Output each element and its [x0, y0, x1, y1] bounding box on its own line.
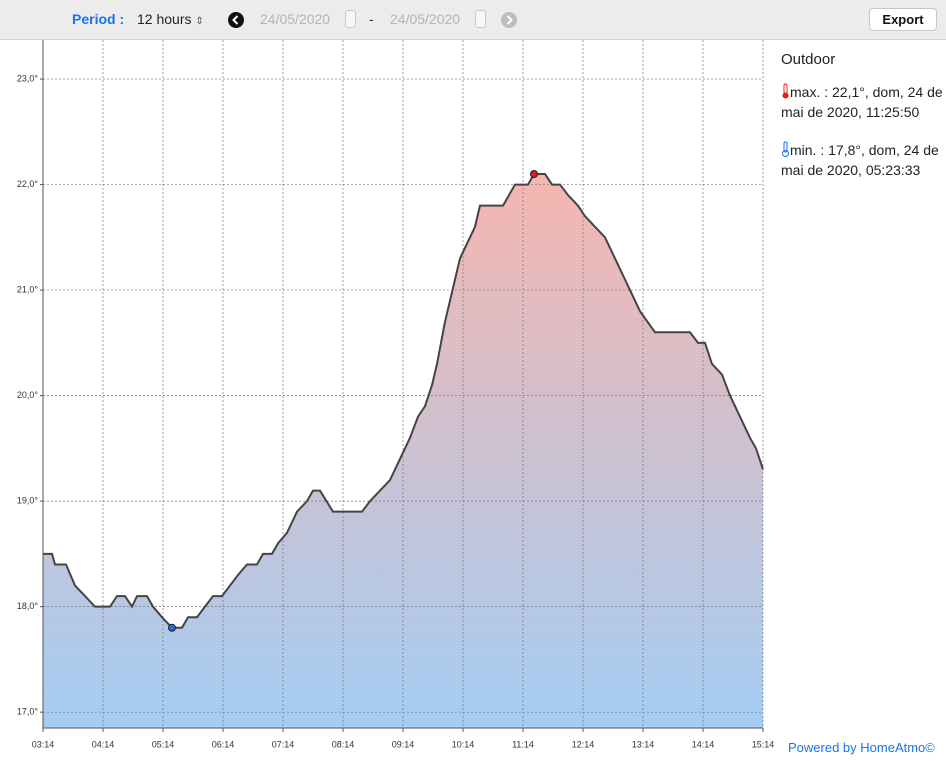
date-separator: -: [369, 11, 374, 27]
period-select[interactable]: 12 hours ⇕: [137, 11, 204, 27]
x-tick-label: 05:14: [152, 739, 175, 749]
y-tick-label: 17,0°: [17, 707, 39, 717]
y-tick-label: 23,0°: [17, 73, 39, 83]
x-tick-label: 06:14: [212, 739, 235, 749]
min-entry: min. : 17,8°, dom, 24 de mai de 2020, 05…: [781, 140, 943, 180]
x-tick-label: 11:14: [512, 739, 534, 749]
thermo-red: [782, 83, 789, 99]
x-tick-label: 09:14: [392, 739, 415, 749]
x-tick-label: 10:14: [452, 739, 475, 749]
min-text: min. : 17,8°, dom, 24 de mai de 2020, 05…: [781, 142, 939, 178]
period-value: 12 hours: [137, 11, 192, 27]
x-tick-label: 08:14: [332, 739, 355, 749]
y-tick-label: 22,0°: [17, 179, 39, 189]
date-spinner[interactable]: [345, 10, 356, 28]
date-from[interactable]: 24/05/2020: [260, 11, 331, 27]
x-tick-label: 14:14: [692, 739, 715, 749]
date-spinner[interactable]: [475, 10, 486, 28]
prev-button[interactable]: [228, 12, 244, 28]
chart: 17,0° 18,0° 19,0° 20,0° 21,0° 22,0° 23,0° 03:14…: [17, 40, 775, 749]
y-tick-label: 18,0°: [17, 601, 39, 611]
y-tick-label: 19,0°: [17, 496, 39, 506]
max-entry: max. : 22,1°, dom, 24 de mai de 2020, 11…: [781, 82, 943, 122]
next-button[interactable]: [501, 12, 517, 28]
x-tick-label: 15:14: [752, 739, 775, 749]
date-to[interactable]: 24/05/2020: [390, 11, 461, 27]
x-tick-label: 04:14: [92, 739, 115, 749]
y-tick-label: 20,0°: [17, 390, 39, 400]
legend-panel: Outdoor max. : 22,1°, dom, 24 de mai de …: [781, 50, 943, 198]
x-tick-label: 03:14: [32, 739, 55, 749]
line: [43, 173, 764, 629]
footer: Powered by HomeAtmo©: [788, 740, 935, 755]
x-tick-label: 12:14: [572, 739, 595, 749]
x-tick-label: 07:14: [272, 739, 295, 749]
min-point: [168, 623, 176, 632]
max-text: max. : 22,1°, dom, 24 de mai de 2020, 11…: [781, 84, 943, 120]
y-tick-label: 21,0°: [17, 284, 39, 294]
max-point: [530, 170, 538, 179]
x-tick-label: 13:14: [632, 739, 655, 749]
period-label: Period :: [72, 11, 125, 27]
export-button[interactable]: Export: [869, 8, 937, 31]
panel-title: Outdoor: [781, 51, 836, 68]
thermo-blue: [782, 141, 789, 157]
select-arrows: ⇕: [195, 16, 204, 27]
toolbar: Period : 12 hours ⇕ 24/05/2020 - 24/05/2…: [0, 0, 946, 40]
